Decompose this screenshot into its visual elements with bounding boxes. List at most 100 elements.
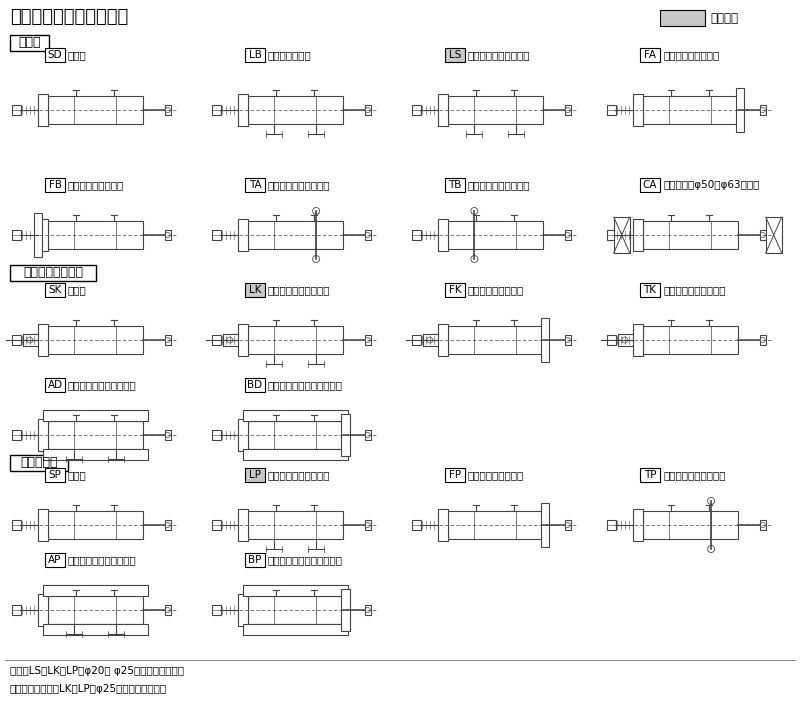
Bar — [640, 468, 660, 482]
Circle shape — [166, 433, 170, 438]
Text: FA: FA — [644, 50, 656, 60]
Circle shape — [366, 232, 370, 237]
Text: TA: TA — [249, 180, 262, 190]
Bar — [48, 511, 142, 539]
Bar — [165, 230, 170, 240]
Bar — [438, 94, 448, 126]
Circle shape — [760, 523, 766, 528]
Text: （アイ形・φ50、φ63のみ）: （アイ形・φ50、φ63のみ） — [663, 180, 759, 190]
Text: 軸方向フート形（注）: 軸方向フート形（注） — [468, 50, 530, 60]
Bar — [642, 511, 738, 539]
Bar — [212, 230, 221, 240]
Bar — [165, 105, 170, 115]
Text: FB: FB — [49, 180, 62, 190]
Bar — [238, 94, 248, 126]
Bar — [365, 105, 370, 115]
Bar — [245, 468, 265, 482]
Circle shape — [622, 337, 628, 343]
Circle shape — [760, 232, 766, 237]
Text: ロッド側トラニオン形: ロッド側トラニオン形 — [663, 285, 726, 295]
Circle shape — [471, 256, 478, 263]
Bar — [365, 605, 370, 615]
Text: 後ポート形: 後ポート形 — [20, 457, 58, 470]
Circle shape — [566, 338, 570, 343]
Bar — [248, 421, 342, 449]
Bar — [10, 265, 96, 281]
Text: 軸方向フート形（注）: 軸方向フート形（注） — [268, 470, 330, 480]
Text: AD: AD — [47, 380, 62, 390]
Bar — [238, 594, 248, 626]
Bar — [365, 430, 370, 440]
Text: ヘッド側フランジ形: ヘッド側フランジ形 — [68, 180, 124, 190]
Bar — [448, 96, 542, 124]
Bar — [248, 221, 342, 249]
Bar — [248, 596, 342, 624]
Text: （注）LS、LK、LPはφ20、 φ25のみとなります。: （注）LS、LK、LPはφ20、 φ25のみとなります。 — [10, 666, 184, 676]
Text: 標準形・スイッチセット: 標準形・スイッチセット — [10, 8, 128, 26]
Bar — [45, 283, 65, 297]
Bar — [365, 335, 370, 345]
Bar — [248, 511, 342, 539]
Bar — [238, 419, 248, 451]
Circle shape — [226, 337, 233, 343]
Text: 軸方向フート形: 軸方向フート形 — [268, 50, 312, 60]
Bar — [38, 509, 48, 541]
Bar — [42, 410, 148, 421]
Bar — [642, 221, 738, 249]
Circle shape — [166, 608, 170, 613]
Bar — [365, 230, 370, 240]
Bar — [10, 35, 49, 51]
Bar — [238, 509, 248, 541]
Bar — [12, 230, 21, 240]
Circle shape — [166, 232, 170, 237]
Text: SK: SK — [48, 285, 62, 295]
Text: ブロックタイプフート形: ブロックタイプフート形 — [68, 380, 137, 390]
Bar — [45, 378, 65, 392]
Bar — [12, 105, 21, 115]
Bar — [438, 219, 448, 251]
Bar — [12, 335, 21, 345]
Bar — [642, 326, 738, 354]
Bar — [212, 335, 221, 345]
Circle shape — [708, 545, 714, 552]
Text: ブロックタイプフランジ形: ブロックタイプフランジ形 — [268, 555, 343, 565]
Bar — [760, 230, 766, 240]
Bar — [45, 48, 65, 62]
Bar — [438, 324, 448, 356]
Bar — [12, 520, 21, 530]
Text: ブロックタイプフート形: ブロックタイプフート形 — [68, 555, 137, 565]
Bar — [238, 219, 248, 251]
Text: 基本形: 基本形 — [68, 50, 86, 60]
Bar — [633, 94, 642, 126]
Text: クレビスカット形: クレビスカット形 — [23, 266, 83, 280]
Text: FK: FK — [449, 285, 462, 295]
Circle shape — [313, 256, 320, 263]
Bar — [38, 94, 48, 126]
Bar — [245, 553, 265, 567]
Bar — [640, 283, 660, 297]
Bar — [48, 326, 142, 354]
Bar — [48, 221, 142, 249]
Bar — [245, 48, 265, 62]
Circle shape — [313, 208, 320, 214]
Text: 軸方向フート形（注）: 軸方向フート形（注） — [268, 285, 330, 295]
Bar — [165, 605, 170, 615]
Text: LP: LP — [249, 470, 261, 480]
Bar — [633, 324, 642, 356]
Bar — [565, 230, 570, 240]
Text: LB: LB — [249, 50, 262, 60]
Bar — [448, 326, 542, 354]
Bar — [212, 105, 221, 115]
Bar — [242, 624, 348, 635]
Bar — [445, 48, 465, 62]
Bar — [565, 105, 570, 115]
Circle shape — [566, 107, 570, 113]
Bar — [642, 96, 738, 124]
Text: 回転レスのLK、LPはφ25のみとなります。: 回転レスのLK、LPはφ25のみとなります。 — [10, 684, 167, 694]
Circle shape — [366, 608, 370, 613]
Bar — [341, 414, 350, 456]
Bar — [760, 105, 766, 115]
Bar — [248, 96, 342, 124]
Circle shape — [708, 497, 714, 505]
Bar — [412, 105, 421, 115]
